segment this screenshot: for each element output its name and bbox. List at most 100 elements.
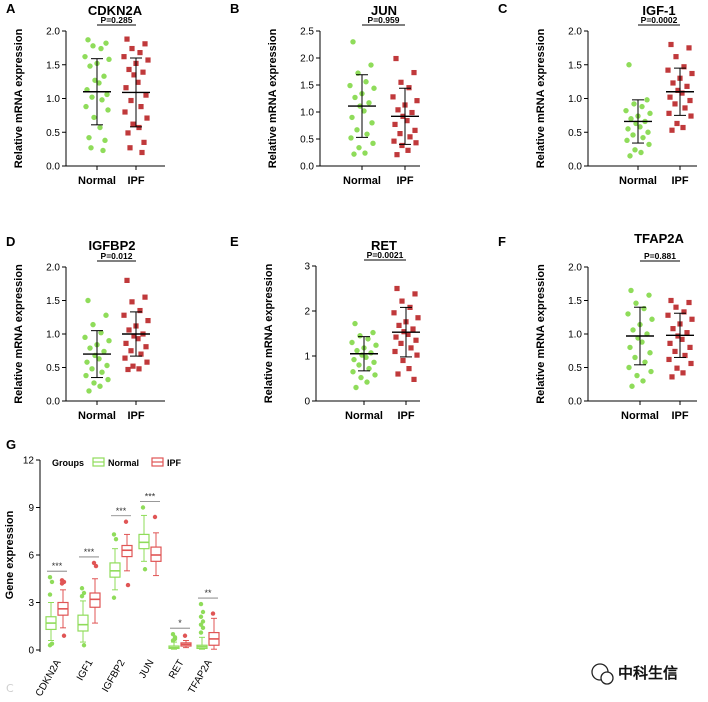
outlier-point bbox=[152, 514, 158, 520]
data-point-normal bbox=[641, 305, 647, 312]
x-tick-label: IPF bbox=[396, 175, 413, 187]
y-tick-label: 1 bbox=[304, 352, 310, 363]
y-tick-label: 3 bbox=[28, 598, 34, 609]
data-point-ipf bbox=[681, 309, 687, 315]
y-axis-label: Relative mRNA expression bbox=[535, 28, 547, 168]
data-point-ipf bbox=[130, 121, 136, 127]
legend-label: Normal bbox=[108, 458, 139, 468]
outlier-point bbox=[49, 579, 55, 585]
data-point-normal bbox=[351, 356, 357, 363]
y-tick-label: 2.0 bbox=[46, 263, 60, 274]
panel-letter: A bbox=[6, 1, 16, 16]
data-point-normal bbox=[364, 379, 370, 385]
data-point-ipf bbox=[412, 127, 418, 133]
data-point-ipf bbox=[121, 312, 127, 318]
y-tick-label: 1.5 bbox=[300, 81, 314, 92]
data-point-ipf bbox=[145, 318, 151, 324]
data-point-ipf bbox=[682, 105, 688, 111]
data-point-normal bbox=[100, 147, 106, 154]
data-point-ipf bbox=[390, 94, 396, 100]
data-point-normal bbox=[632, 354, 638, 361]
outlier-point bbox=[47, 592, 53, 597]
data-point-ipf bbox=[684, 83, 690, 89]
x-tick-label: IGFBP2 bbox=[100, 658, 128, 695]
outlier-point bbox=[200, 609, 206, 615]
outlier-point bbox=[59, 581, 65, 586]
x-tick-label: Normal bbox=[621, 410, 659, 422]
data-point-ipf bbox=[399, 142, 405, 149]
outlier-point bbox=[142, 567, 148, 572]
data-point-ipf bbox=[137, 307, 143, 314]
x-tick-label: RET bbox=[167, 658, 187, 681]
data-point-normal bbox=[348, 135, 354, 141]
data-point-ipf bbox=[666, 356, 672, 363]
data-point-normal bbox=[627, 153, 633, 159]
y-tick-label: 0.0 bbox=[568, 162, 582, 173]
data-point-normal bbox=[639, 103, 645, 110]
panel-letter: C bbox=[498, 1, 508, 16]
data-point-ipf bbox=[394, 152, 400, 158]
data-point-ipf bbox=[688, 113, 694, 119]
y-tick-label: 0.5 bbox=[46, 128, 60, 139]
outlier-point bbox=[79, 586, 85, 591]
outlier-point bbox=[182, 633, 188, 638]
y-tick-label: 1.0 bbox=[46, 94, 60, 105]
data-point-normal bbox=[88, 145, 94, 151]
data-point-normal bbox=[630, 132, 636, 138]
y-tick-label: 2.0 bbox=[568, 263, 582, 274]
data-point-normal bbox=[638, 149, 644, 156]
data-point-ipf bbox=[123, 85, 129, 91]
data-point-ipf bbox=[138, 351, 144, 357]
data-point-ipf bbox=[136, 124, 142, 131]
data-point-normal bbox=[102, 137, 108, 144]
data-point-normal bbox=[369, 120, 375, 126]
data-point-normal bbox=[356, 362, 362, 368]
y-tick-label: 2 bbox=[304, 307, 310, 318]
data-point-normal bbox=[347, 82, 353, 89]
legend-label: IPF bbox=[167, 458, 182, 468]
data-point-ipf bbox=[665, 312, 671, 318]
data-point-ipf bbox=[409, 109, 415, 116]
y-axis-label: Relative mRNA expression bbox=[263, 263, 275, 403]
data-point-normal bbox=[649, 316, 655, 322]
watermark-brand: 中科生信 bbox=[618, 664, 678, 682]
data-point-ipf bbox=[414, 352, 420, 358]
x-tick-label: TFAP2A bbox=[186, 658, 214, 696]
data-point-ipf bbox=[667, 340, 673, 346]
data-point-ipf bbox=[667, 94, 673, 100]
data-point-normal bbox=[354, 127, 360, 133]
data-point-normal bbox=[373, 342, 379, 348]
data-point-normal bbox=[349, 114, 355, 121]
outlier-point bbox=[198, 630, 204, 635]
data-point-ipf bbox=[680, 124, 686, 131]
data-point-ipf bbox=[406, 85, 412, 91]
data-point-normal bbox=[101, 348, 107, 355]
data-point-ipf bbox=[393, 55, 399, 62]
y-tick-label: 2.0 bbox=[46, 27, 60, 38]
data-point-ipf bbox=[670, 80, 676, 86]
y-tick-label: 2.0 bbox=[568, 27, 582, 38]
data-point-ipf bbox=[122, 355, 128, 361]
data-point-normal bbox=[90, 43, 96, 49]
data-point-ipf bbox=[679, 336, 685, 342]
data-point-normal bbox=[364, 131, 370, 137]
outlier-point bbox=[113, 536, 119, 542]
x-tick-label: CDKN2A bbox=[34, 658, 64, 699]
data-point-normal bbox=[371, 359, 377, 365]
data-point-normal bbox=[357, 333, 363, 339]
data-point-ipf bbox=[142, 41, 148, 47]
data-point-ipf bbox=[673, 304, 679, 310]
data-point-ipf bbox=[666, 110, 672, 116]
data-point-ipf bbox=[410, 326, 416, 332]
data-point-ipf bbox=[408, 345, 414, 351]
outlier-point bbox=[198, 622, 204, 627]
legend-title: Groups bbox=[52, 458, 84, 468]
outlier-point bbox=[61, 633, 67, 638]
y-axis-label: Relative mRNA expression bbox=[267, 28, 279, 168]
data-point-ipf bbox=[144, 359, 150, 365]
y-tick-label: 1.0 bbox=[568, 330, 582, 341]
y-axis-label: Relative mRNA expression bbox=[13, 264, 25, 404]
data-point-ipf bbox=[687, 97, 693, 104]
data-point-normal bbox=[92, 77, 98, 83]
